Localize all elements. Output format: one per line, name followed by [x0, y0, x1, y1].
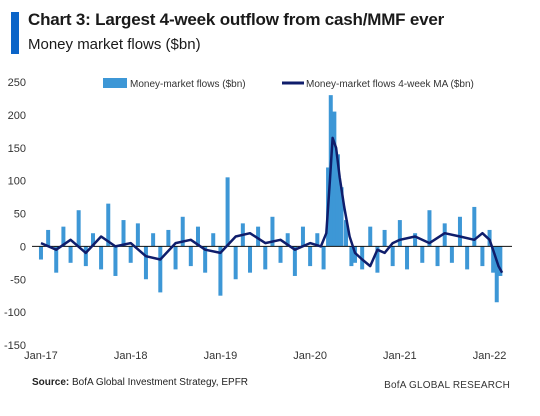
bar	[233, 246, 238, 280]
bar	[225, 177, 230, 247]
bar	[335, 154, 340, 247]
y-tick-label: 200	[8, 110, 26, 122]
x-tick-label: Jan-22	[473, 350, 507, 362]
bar	[128, 246, 133, 263]
title-accent-bar	[11, 12, 19, 54]
bar	[368, 226, 373, 247]
bar	[321, 246, 326, 270]
bar	[248, 246, 253, 273]
bar	[46, 229, 51, 247]
bar	[339, 187, 344, 247]
chart-subtitle: Money market flows ($bn)	[28, 36, 201, 53]
source-text: BofA Global Investment Strategy, EPFR	[72, 377, 249, 388]
bar	[166, 229, 171, 247]
bar	[211, 233, 216, 247]
bar	[494, 246, 499, 303]
bar	[54, 246, 59, 273]
bar	[427, 210, 432, 247]
bar	[270, 216, 275, 247]
bar	[465, 246, 470, 270]
bar	[292, 246, 297, 276]
ma-line	[40, 136, 504, 274]
bar	[121, 220, 126, 247]
bar	[397, 220, 402, 247]
bar	[498, 246, 503, 276]
source-label: Source:	[32, 377, 70, 388]
bar	[61, 226, 66, 247]
bar	[472, 206, 477, 247]
bar	[151, 233, 156, 247]
bar	[413, 233, 418, 247]
bar	[203, 246, 208, 273]
bar	[143, 246, 148, 280]
bar	[135, 223, 140, 247]
bar	[188, 246, 193, 267]
bar	[173, 246, 178, 270]
bar	[420, 246, 425, 263]
bar	[180, 216, 185, 247]
bar	[449, 246, 454, 263]
y-tick-label: 250	[8, 77, 26, 89]
bar	[38, 246, 43, 260]
bar	[256, 226, 261, 247]
y-tick-label: -150	[4, 340, 26, 352]
y-tick-label: 150	[8, 143, 26, 155]
bar	[113, 246, 118, 276]
bar	[435, 246, 440, 267]
bar	[352, 246, 357, 263]
bar	[285, 233, 290, 247]
source-note: Source: BofA Global Investment Strategy,…	[32, 377, 248, 388]
y-tick-label: 0	[20, 241, 26, 253]
bar	[332, 111, 337, 247]
chart-title: Chart 3: Largest 4-week outflow from cas…	[28, 10, 445, 29]
bar	[442, 223, 447, 247]
bar	[375, 246, 380, 273]
bar	[315, 233, 320, 247]
bar	[263, 246, 268, 270]
bar	[300, 226, 305, 247]
bar	[91, 233, 96, 247]
bar	[382, 229, 387, 247]
y-tick-label: 50	[14, 209, 26, 221]
brand-label: BofA GLOBAL RESEARCH	[384, 380, 510, 391]
legend-swatch-bars	[103, 78, 127, 88]
x-tick-label: Jan-19	[204, 350, 238, 362]
bar	[491, 246, 496, 273]
x-tick-label: Jan-18	[114, 350, 148, 362]
bar	[68, 246, 73, 263]
bar	[308, 246, 313, 267]
bar	[390, 246, 395, 267]
y-tick-label: 100	[8, 176, 26, 188]
bar	[405, 246, 410, 270]
bar	[480, 246, 485, 267]
legend-label-ma: Money-market flows 4-week MA ($bn)	[306, 79, 474, 90]
bar	[158, 246, 163, 293]
y-tick-label: -100	[4, 307, 26, 319]
y-tick-label: -50	[10, 274, 26, 286]
x-tick-label: Jan-17	[24, 350, 58, 362]
bar	[76, 210, 81, 247]
bar	[278, 246, 283, 263]
x-tick-label: Jan-21	[383, 350, 417, 362]
bar	[99, 246, 104, 270]
bar	[457, 216, 462, 247]
x-tick-label: Jan-20	[293, 350, 327, 362]
legend-label-bars: Money-market flows ($bn)	[130, 79, 246, 90]
bar	[195, 226, 200, 247]
bar	[344, 220, 349, 247]
bar	[106, 203, 111, 247]
bar	[218, 246, 223, 296]
bar	[349, 246, 354, 267]
bar	[83, 246, 88, 267]
